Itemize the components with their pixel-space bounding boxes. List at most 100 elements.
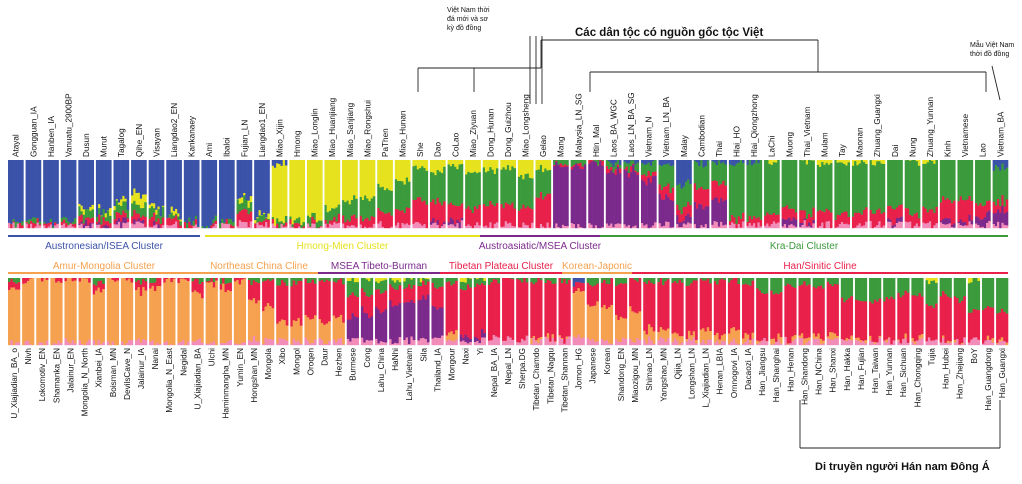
admixture-segment [339, 278, 343, 279]
population-bar [36, 278, 49, 346]
admixture-segment [443, 166, 446, 202]
admixture-segment [170, 282, 174, 345]
admixture-segment [243, 278, 247, 279]
admixture-segment [443, 221, 446, 225]
admixture-segment [236, 160, 240, 200]
admixture-segment [808, 278, 811, 285]
admixture-segment [128, 340, 131, 346]
admixture-segment [102, 278, 105, 285]
admixture-segment [421, 166, 424, 202]
admixture-segment [458, 206, 462, 222]
admixture-segment [325, 278, 329, 280]
admixture-segment [948, 223, 952, 229]
admixture-segment [845, 278, 849, 301]
admixture-segment [819, 344, 823, 346]
admixture-segment [135, 340, 138, 346]
admixture-segment [1000, 337, 1004, 342]
admixture-segment [271, 339, 275, 346]
population-label: Tagalog [117, 128, 126, 157]
admixture-segment [808, 340, 811, 346]
admixture-segment [198, 278, 202, 285]
admixture-segment [524, 160, 527, 175]
admixture-segment [194, 224, 198, 229]
admixture-segment [238, 198, 242, 205]
admixture-segment [812, 278, 816, 287]
admixture-segment [320, 322, 324, 341]
admixture-segment [724, 224, 727, 229]
admixture-segment [123, 278, 126, 346]
admixture-segment [992, 201, 996, 214]
admixture-segment [793, 339, 797, 346]
admixture-segment [667, 160, 670, 164]
admixture-segment [285, 278, 289, 287]
admixture-segment [627, 160, 631, 164]
admixture-segment [676, 204, 679, 216]
admixture-segment [408, 181, 411, 209]
admixture-segment [750, 219, 754, 226]
admixture-segment [17, 278, 21, 283]
admixture-segment [862, 301, 865, 342]
admixture-segment [15, 342, 18, 346]
admixture-segment [396, 343, 399, 346]
admixture-segment [856, 212, 859, 226]
admixture-segment [876, 278, 879, 302]
admixture-segment [106, 226, 110, 229]
admixture-segment [794, 226, 798, 229]
admixture-segment [170, 212, 174, 220]
admixture-segment [520, 175, 523, 209]
admixture-segment [254, 223, 257, 229]
admixture-segment [724, 199, 727, 225]
admixture-segment [497, 283, 501, 338]
admixture-segment [284, 160, 288, 166]
population-bar [516, 278, 529, 346]
admixture-segment [166, 224, 169, 229]
admixture-segment [17, 289, 21, 343]
admixture-segment [948, 160, 952, 201]
admixture-segment [713, 281, 717, 336]
admixture-segment [713, 162, 716, 181]
admixture-segment [838, 215, 842, 225]
admixture-segment [895, 217, 899, 224]
admixture-segment [629, 338, 632, 346]
admixture-segment [359, 197, 363, 217]
admixture-segment [57, 340, 61, 346]
admixture-segment [201, 282, 204, 299]
admixture-segment [313, 212, 316, 220]
admixture-segment [460, 164, 464, 204]
admixture-segment [452, 334, 456, 342]
admixture-segment [328, 210, 332, 221]
admixture-segment [601, 165, 604, 228]
admixture-segment [438, 202, 442, 228]
admixture-segment [808, 213, 811, 223]
admixture-segment [52, 343, 56, 346]
admixture-segment [255, 278, 258, 283]
admixture-segment [364, 195, 367, 220]
admixture-segment [956, 278, 959, 299]
admixture-segment [612, 160, 615, 168]
admixture-segment [946, 340, 950, 344]
admixture-segment [610, 163, 613, 168]
annotation-line: kỳ đồ đồng [447, 23, 481, 32]
admixture-segment [25, 160, 29, 222]
admixture-segment [38, 225, 42, 229]
population-bar [473, 278, 487, 346]
population-bar [201, 160, 218, 229]
admixture-segment [403, 278, 406, 282]
admixture-segment [175, 208, 178, 214]
admixture-segment [142, 160, 145, 195]
population-bar [233, 278, 247, 346]
admixture-segment [120, 160, 123, 200]
admixture-segment [994, 160, 998, 166]
admixture-segment [410, 279, 414, 289]
admixture-segment [100, 224, 103, 229]
admixture-segment [21, 160, 24, 222]
admixture-segment [431, 338, 435, 346]
admixture-segment [826, 338, 830, 346]
admixture-segment [720, 163, 723, 185]
admixture-segment [269, 280, 272, 307]
admixture-segment [759, 226, 763, 229]
admixture-segment [124, 198, 127, 202]
admixture-segment [417, 285, 421, 301]
admixture-segment [120, 214, 123, 222]
population-label: Han_Fujian [857, 348, 866, 390]
